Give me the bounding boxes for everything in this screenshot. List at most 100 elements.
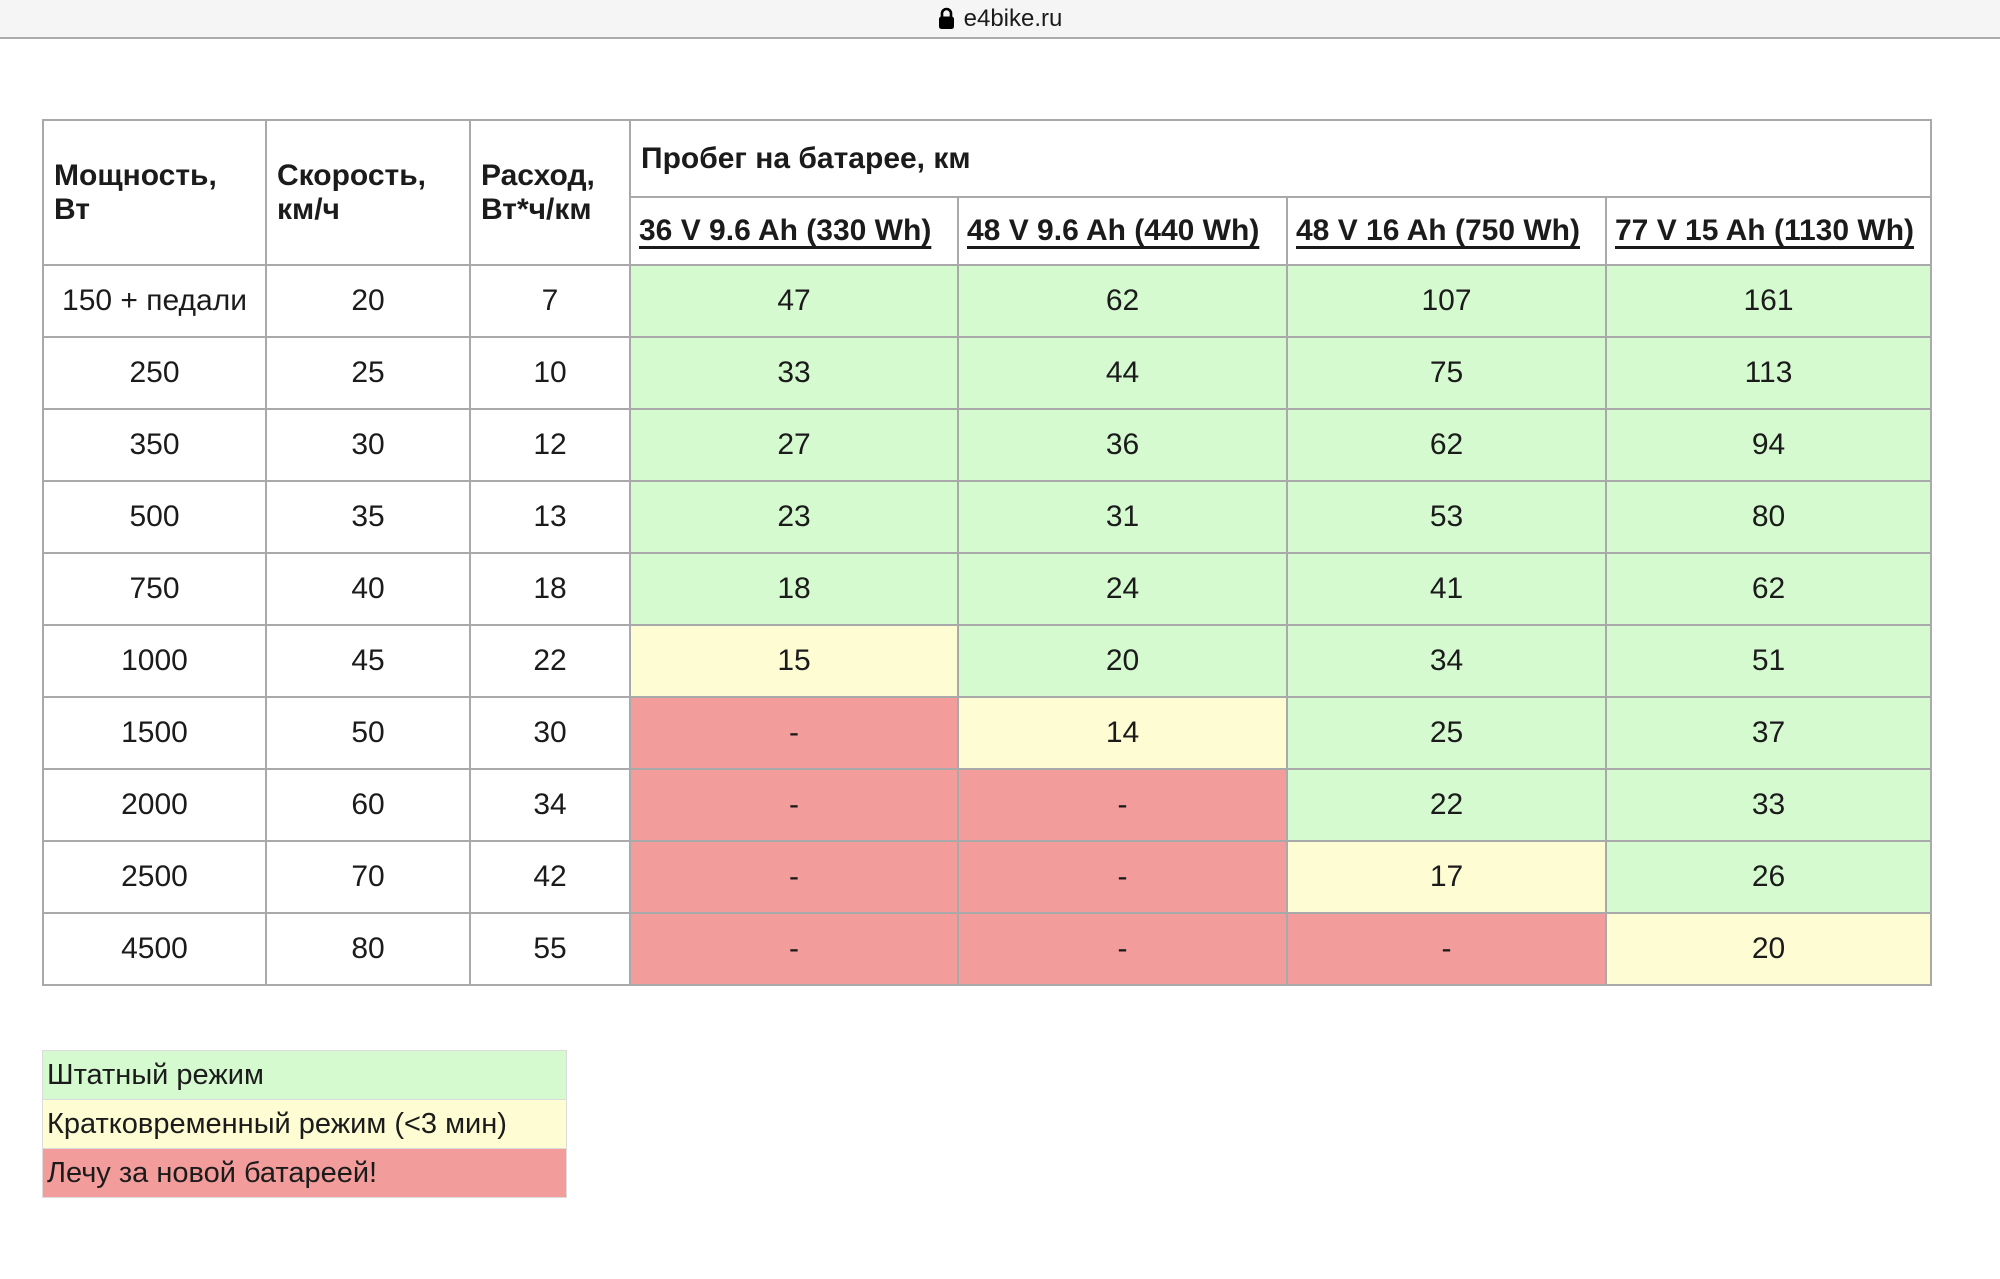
range-cell: 113 bbox=[1605, 336, 1932, 410]
battery-header-cell: 36 V 9.6 Ah (330 Wh) bbox=[629, 196, 959, 266]
table-row: 500 35 13 23 31 53 80 bbox=[42, 480, 1932, 554]
range-cell: 62 bbox=[1605, 552, 1932, 626]
header-power: Мощность, Вт bbox=[42, 119, 267, 266]
range-cell: 25 bbox=[1286, 696, 1607, 770]
power-cell: 250 bbox=[42, 336, 267, 410]
consumption-cell: 18 bbox=[469, 552, 631, 626]
consumption-cell: 12 bbox=[469, 408, 631, 482]
table-row: 750 40 18 18 24 41 62 bbox=[42, 552, 1932, 626]
lock-icon bbox=[938, 7, 955, 30]
speed-cell: 60 bbox=[265, 768, 471, 842]
range-cell: 34 bbox=[1286, 624, 1607, 698]
range-cell: 47 bbox=[629, 264, 959, 338]
range-cell: 17 bbox=[1286, 840, 1607, 914]
browser-url: e4bike.ru bbox=[963, 4, 1063, 32]
range-cell: 14 bbox=[957, 696, 1288, 770]
table-row: 150 + педали 20 7 47 62 107 161 bbox=[42, 264, 1932, 338]
consumption-cell: 30 bbox=[469, 696, 631, 770]
range-cell: 31 bbox=[957, 480, 1288, 554]
range-cell: 44 bbox=[957, 336, 1288, 410]
range-cell: 37 bbox=[1605, 696, 1932, 770]
consumption-cell: 13 bbox=[469, 480, 631, 554]
battery-link-48v-750wh[interactable]: 48 V 16 Ah (750 Wh) bbox=[1296, 214, 1580, 247]
speed-cell: 25 bbox=[265, 336, 471, 410]
header-speed: Скорость, км/ч bbox=[265, 119, 471, 266]
battery-header-cell: 48 V 9.6 Ah (440 Wh) bbox=[957, 196, 1288, 266]
speed-cell: 80 bbox=[265, 912, 471, 986]
range-cell: 75 bbox=[1286, 336, 1607, 410]
table-row: 2500 70 42- -17 26 bbox=[42, 840, 1932, 914]
battery-link-77v-1130wh[interactable]: 77 V 15 Ah (1130 Wh) bbox=[1615, 214, 1915, 247]
power-cell: 4500 bbox=[42, 912, 267, 986]
range-cell: 33 bbox=[629, 336, 959, 410]
legend-body: Штатный режим Кратковременный режим (<3 м… bbox=[42, 1050, 567, 1198]
range-cell: - bbox=[629, 840, 959, 914]
range-table-body: 150 + педали 20 7 47 62 107 161 250 25 10 33 44 75 11… bbox=[42, 264, 1932, 986]
legend-label: Кратковременный режим (<3 мин) bbox=[42, 1099, 567, 1149]
table-header-row-batteries: 36 V 9.6 Ah (330 Wh) 48 V 9.6 Ah (440 Wh… bbox=[43, 196, 1932, 266]
battery-link-36v-330wh[interactable]: 36 V 9.6 Ah (330 Wh) bbox=[639, 214, 932, 247]
range-cell: 36 bbox=[957, 408, 1288, 482]
speed-cell: 35 bbox=[265, 480, 471, 554]
range-cell: 62 bbox=[1286, 408, 1607, 482]
consumption-cell: 42 bbox=[469, 840, 631, 914]
range-cell: 23 bbox=[629, 480, 959, 554]
header-range-group: Пробег на батарее, км bbox=[629, 119, 1932, 198]
table-header-row-top: Мощность, Вт Скорость, км/ч Расход, Вт*ч… bbox=[42, 119, 1932, 266]
power-cell: 1500 bbox=[42, 696, 267, 770]
power-cell: 2000 bbox=[42, 768, 267, 842]
range-cell: - bbox=[629, 768, 959, 842]
power-cell: 150 + педали bbox=[42, 264, 267, 338]
range-cell: 20 bbox=[1605, 912, 1932, 986]
consumption-cell: 7 bbox=[469, 264, 631, 338]
power-cell: 750 bbox=[42, 552, 267, 626]
consumption-cell: 55 bbox=[469, 912, 631, 986]
battery-header-cell: 48 V 16 Ah (750 Wh) bbox=[1286, 196, 1607, 266]
range-cell: 161 bbox=[1605, 264, 1932, 338]
browser-address-bar[interactable]: e4bike.ru bbox=[0, 0, 2000, 39]
speed-cell: 30 bbox=[265, 408, 471, 482]
legend-row: Лечу за новой батареей! bbox=[42, 1148, 567, 1198]
table-row: 250 25 10 33 44 75 113 bbox=[42, 336, 1932, 410]
range-cell: 80 bbox=[1605, 480, 1932, 554]
power-cell: 500 bbox=[42, 480, 267, 554]
power-cell: 2500 bbox=[42, 840, 267, 914]
speed-cell: 40 bbox=[265, 552, 471, 626]
range-cell: 53 bbox=[1286, 480, 1607, 554]
power-cell: 1000 bbox=[42, 624, 267, 698]
range-cell: - bbox=[957, 768, 1288, 842]
range-cell: 107 bbox=[1286, 264, 1607, 338]
power-cell: 350 bbox=[42, 408, 267, 482]
range-cell: 27 bbox=[629, 408, 959, 482]
range-cell: 18 bbox=[629, 552, 959, 626]
table-row: 2000 60 34- -22 33 bbox=[42, 768, 1932, 842]
speed-cell: 50 bbox=[265, 696, 471, 770]
page-content: Мощность, Вт Скорость, км/ч Расход, Вт*ч… bbox=[0, 39, 2000, 1238]
battery-range-table: Мощность, Вт Скорость, км/ч Расход, Вт*ч… bbox=[42, 119, 1932, 986]
table-row: 1000 45 22 15 20 34 51 bbox=[42, 624, 1932, 698]
range-cell: 51 bbox=[1605, 624, 1932, 698]
speed-cell: 70 bbox=[265, 840, 471, 914]
range-cell: - bbox=[629, 696, 959, 770]
legend-row: Штатный режим bbox=[42, 1050, 567, 1100]
range-cell: 22 bbox=[1286, 768, 1607, 842]
battery-link-48v-440wh[interactable]: 48 V 9.6 Ah (440 Wh) bbox=[967, 214, 1260, 247]
consumption-cell: 34 bbox=[469, 768, 631, 842]
range-cell: - bbox=[1286, 912, 1607, 986]
consumption-cell: 22 bbox=[469, 624, 631, 698]
speed-cell: 45 bbox=[265, 624, 471, 698]
range-cell: 24 bbox=[957, 552, 1288, 626]
legend-label: Лечу за новой батареей! bbox=[42, 1148, 567, 1198]
range-cell: - bbox=[957, 840, 1288, 914]
battery-header-cell: 77 V 15 Ah (1130 Wh) bbox=[1605, 196, 1932, 266]
legend-row: Кратковременный режим (<3 мин) bbox=[42, 1099, 567, 1149]
table-row: 4500 80 55- - -20 bbox=[42, 912, 1932, 986]
table-row: 1500 50 30-14 25 37 bbox=[42, 696, 1932, 770]
range-cell: 94 bbox=[1605, 408, 1932, 482]
speed-cell: 20 bbox=[265, 264, 471, 338]
header-consumption: Расход, Вт*ч/км bbox=[469, 119, 631, 266]
legend: Штатный режим Кратковременный режим (<3 м… bbox=[42, 1050, 567, 1198]
range-cell: 41 bbox=[1286, 552, 1607, 626]
range-cell: 62 bbox=[957, 264, 1288, 338]
legend-label: Штатный режим bbox=[42, 1050, 567, 1100]
